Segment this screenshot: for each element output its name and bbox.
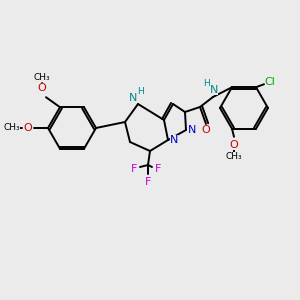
Text: N: N xyxy=(129,93,137,103)
Text: N: N xyxy=(210,85,218,95)
Text: N: N xyxy=(188,125,196,135)
Text: F: F xyxy=(145,177,151,187)
Text: CH₃: CH₃ xyxy=(34,73,50,82)
Text: O: O xyxy=(230,140,238,150)
Text: H: H xyxy=(204,80,210,88)
Text: H: H xyxy=(138,88,144,97)
Text: CH₃: CH₃ xyxy=(4,124,20,133)
Text: O: O xyxy=(24,123,32,133)
Text: O: O xyxy=(202,125,210,135)
Text: O: O xyxy=(38,83,46,93)
Text: Cl: Cl xyxy=(265,77,275,87)
Text: CH₃: CH₃ xyxy=(226,152,242,161)
Text: N: N xyxy=(170,135,178,145)
Text: F: F xyxy=(131,164,137,174)
Text: F: F xyxy=(155,164,161,174)
